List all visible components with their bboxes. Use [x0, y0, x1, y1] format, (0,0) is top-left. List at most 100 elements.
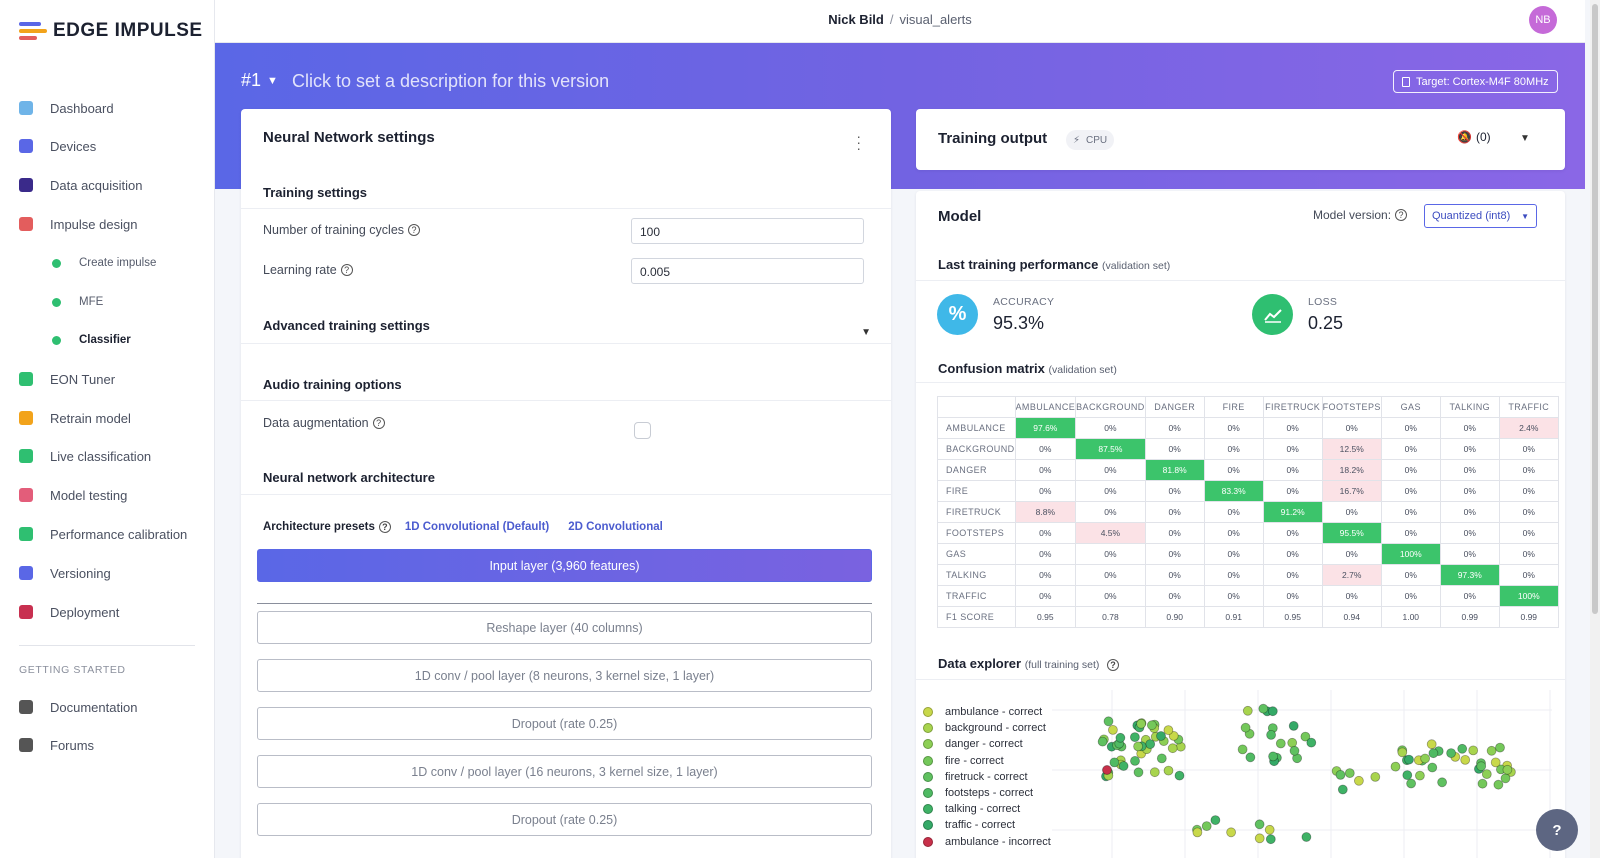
sidebar-item-versioning[interactable]: Versioning [19, 561, 111, 585]
legend-item[interactable]: footsteps - correct [923, 785, 1051, 801]
conv-layer-1[interactable]: 1D conv / pool layer (8 neurons, 3 kerne… [257, 659, 872, 692]
cm-cell: 0.94 [1321, 606, 1382, 628]
sidebar-item-documentation[interactable]: Documentation [19, 695, 137, 719]
branch-icon [19, 566, 33, 580]
cm-column-header: BACKGROUND [1075, 396, 1146, 418]
sidebar-item-retrain-model[interactable]: Retrain model [19, 406, 131, 430]
preset-2d-conv[interactable]: 2D Convolutional [568, 521, 663, 533]
breadcrumb-user[interactable]: Nick Bild [828, 12, 884, 27]
input-layer[interactable]: Input layer (3,960 features) [257, 549, 872, 582]
training-output-card: Training output ⚡ CPU 🔕 (0) ▼ [916, 109, 1565, 170]
data-augmentation-checkbox[interactable] [634, 422, 651, 439]
scatter-point [1267, 706, 1278, 717]
cm-cell: 0% [1439, 543, 1500, 565]
sidebar-item-model-testing[interactable]: Model testing [19, 483, 127, 507]
cm-cell: 100% [1380, 543, 1441, 565]
cm-cell: 0% [1144, 417, 1205, 439]
sidebar-item-dashboard[interactable]: Dashboard [19, 96, 114, 120]
caret-down-icon[interactable]: ▼ [861, 327, 871, 338]
confusion-matrix-heading: Confusion matrix (validation set) [938, 361, 1117, 376]
sidebar-item-deployment[interactable]: Deployment [19, 600, 119, 624]
legend-item[interactable]: ambulance - correct [923, 704, 1051, 720]
reshape-layer[interactable]: Reshape layer (40 columns) [257, 611, 872, 644]
sidebar-item-forums[interactable]: Forums [19, 733, 94, 757]
getting-started-heading: GETTING STARTED [19, 664, 126, 676]
help-button[interactable]: ? [1536, 809, 1578, 851]
conv-layer-2[interactable]: 1D conv / pool layer (16 neurons, 3 kern… [257, 755, 872, 788]
sidebar-item-label: Impulse design [50, 216, 138, 232]
legend-item[interactable]: talking - correct [923, 801, 1051, 817]
caret-down-icon: ▼ [267, 74, 278, 87]
help-icon[interactable]: ? [408, 224, 421, 236]
cm-cell: 0% [1380, 480, 1441, 502]
percent-icon: % [937, 294, 978, 335]
legend-item[interactable]: danger - correct [923, 736, 1051, 752]
help-icon[interactable]: ? [372, 417, 385, 429]
logo[interactable]: EDGE IMPULSE [19, 20, 203, 42]
version-selector[interactable]: #1 ▼ [241, 70, 278, 91]
legend-item[interactable]: ambulance - incorrect [923, 834, 1051, 850]
help-icon[interactable]: ? [340, 264, 353, 276]
scrollbar-thumb[interactable] [1592, 4, 1598, 614]
cm-column-header: TRAFFIC [1498, 396, 1559, 418]
cm-column-header: FIRE [1203, 396, 1264, 418]
cm-cell: 97.3% [1439, 564, 1500, 586]
legend-item[interactable]: traffic - correct [923, 817, 1051, 833]
training-cycles-input[interactable]: 100 [631, 218, 864, 244]
scatter-point [1147, 720, 1157, 731]
breadcrumb-project[interactable]: visual_alerts [899, 12, 972, 27]
cm-cell: 4.5% [1075, 522, 1146, 544]
scrollbar[interactable] [1590, 0, 1600, 858]
notifications-toggle[interactable]: 🔕 (0) [1457, 130, 1491, 144]
cm-cell: 0% [1439, 459, 1500, 481]
sidebar-subitem-classifier[interactable]: Classifier [52, 330, 131, 350]
cm-cell: 0% [1439, 417, 1500, 439]
cm-cell: 0% [1075, 501, 1146, 523]
learning-rate-input[interactable]: 0.005 [631, 258, 864, 284]
avatar[interactable]: NB [1529, 6, 1557, 34]
cm-cell: 0% [1498, 459, 1559, 481]
chip-icon [1402, 76, 1410, 87]
legend-item[interactable]: background - correct [923, 720, 1051, 736]
sidebar-item-eon-tuner[interactable]: EON Tuner [19, 367, 115, 391]
cm-cell: 0% [1321, 543, 1382, 565]
target-button[interactable]: Target: Cortex-M4F 80MHz [1393, 70, 1558, 93]
sidebar-item-data-acquisition[interactable]: Data acquisition [19, 173, 143, 197]
scatter-point [1210, 815, 1221, 826]
help-icon[interactable]: ? [1107, 659, 1120, 671]
scatter-point [1427, 762, 1438, 773]
sidebar-item-impulse-design[interactable]: Impulse design [19, 212, 137, 236]
cm-cell: 0% [1262, 522, 1323, 544]
sidebar-item-devices[interactable]: Devices [19, 134, 96, 158]
scatter-point [1265, 834, 1276, 845]
sidebar-item-live-classification[interactable]: Live classification [19, 444, 151, 468]
legend-item[interactable]: firetruck - correct [923, 769, 1051, 785]
model-version-select[interactable]: Quantized (int8) ▼ [1424, 204, 1537, 228]
training-settings-heading: Training settings [263, 185, 368, 200]
sidebar-subitem-create-impulse[interactable]: Create impulse [52, 253, 156, 273]
dropout-layer-1[interactable]: Dropout (rate 0.25) [257, 707, 872, 740]
kebab-menu-icon[interactable]: · · · [856, 128, 861, 156]
help-icon[interactable]: ? [378, 521, 391, 533]
cm-cell: 0.78 [1075, 606, 1146, 628]
sidebar-item-label: Documentation [50, 699, 138, 715]
version-description[interactable]: Click to set a description for this vers… [292, 71, 610, 91]
caret-down-icon[interactable]: ▼ [1520, 133, 1530, 144]
sidebar-item-performance-calibration[interactable]: Performance calibration [19, 522, 187, 546]
legend-swatch [923, 804, 933, 815]
dropout-layer-2[interactable]: Dropout (rate 0.25) [257, 803, 872, 836]
scatter-point [1390, 761, 1401, 772]
sidebar-subitem-mfe[interactable]: MFE [52, 292, 103, 312]
preset-1d-conv[interactable]: 1D Convolutional (Default) [404, 521, 550, 533]
scatter-point [1502, 764, 1513, 775]
scatter-point [1397, 747, 1408, 758]
cm-cell: 0% [1262, 543, 1323, 565]
help-icon[interactable]: ? [1395, 209, 1408, 221]
data-explorer-scatter[interactable] [1052, 690, 1552, 858]
advanced-training-heading[interactable]: Advanced training settings [263, 318, 430, 333]
legend-item[interactable]: fire - correct [923, 753, 1051, 769]
divider [241, 400, 891, 401]
legend-label: footsteps - correct [945, 787, 1034, 800]
cm-cell: 0% [1144, 585, 1205, 607]
cm-cell: 0% [1439, 585, 1500, 607]
